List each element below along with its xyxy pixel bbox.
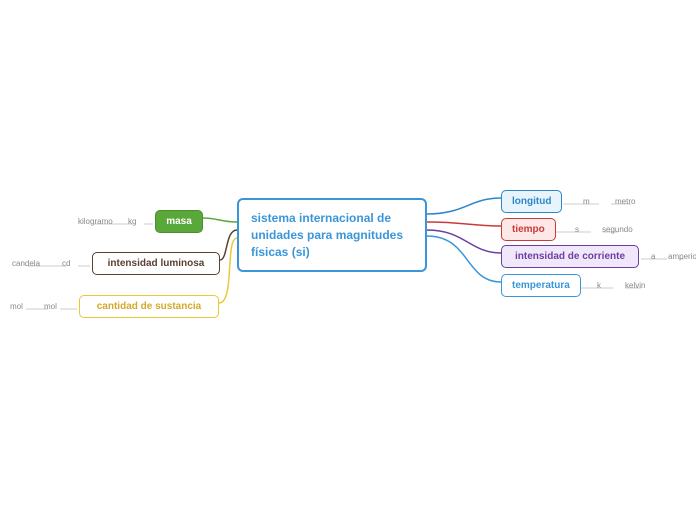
leaf-temperatura-1: kelvin [625,281,645,290]
branch-masa: masa [155,210,203,233]
leaf-tiempo-0: s [575,225,579,234]
branch-longitud: longitud [501,190,562,213]
leaf-cantidad-sustancia-1: mol [10,302,23,311]
branch-cantidad-sustancia: cantidad de sustancia [79,295,219,318]
branch-intensidad-corriente: intensidad de corriente [501,245,639,268]
central-node: sistema internacional de unidades para m… [237,198,427,272]
leaf-masa-0: kg [128,217,136,226]
leaf-longitud-1: metro [615,197,635,206]
leaf-intensidad-luminosa-1: candela [12,259,40,268]
central-label: sistema internacional de unidades para m… [251,210,413,260]
leaf-intensidad-corriente-1: amperio [668,252,696,261]
leaf-intensidad-luminosa-0: cd [62,259,70,268]
leaf-longitud-0: m [583,197,590,206]
leaf-cantidad-sustancia-0: mol [44,302,57,311]
branch-temperatura: temperatura [501,274,581,297]
leaf-temperatura-0: k [597,281,601,290]
leaf-tiempo-1: segundo [602,225,633,234]
branch-tiempo: tiempo [501,218,556,241]
branch-intensidad-luminosa: intensidad luminosa [92,252,220,275]
leaf-masa-1: kilogramo [78,217,113,226]
leaf-intensidad-corriente-0: a [651,252,655,261]
